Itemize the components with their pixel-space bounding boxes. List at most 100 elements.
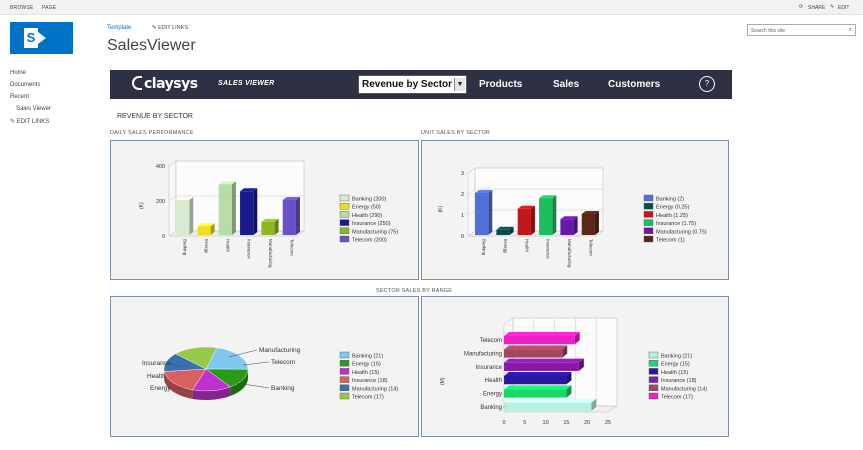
- bar-top: [218, 181, 236, 185]
- legend-label: Banking (21): [352, 354, 383, 360]
- bar-top: [504, 358, 584, 363]
- legend-label: Insurance (250): [352, 221, 391, 227]
- bar: [282, 200, 296, 235]
- sector-pie-chart: Manufacturing Insurance Telecom Health Energ…: [142, 346, 398, 401]
- edit-links-top[interactable]: ✎ EDIT LINKS: [152, 25, 188, 31]
- bar-top: [504, 385, 572, 390]
- legend-label: Health (15): [352, 370, 379, 376]
- y-tick-label: 400: [156, 164, 165, 170]
- edit-button[interactable]: EDIT: [838, 5, 850, 11]
- report-select[interactable]: Revenue by Sector ▼: [358, 75, 467, 94]
- bar: [581, 214, 595, 235]
- side-wall: [467, 167, 476, 237]
- gridline: [467, 167, 476, 174]
- back-wall: [474, 167, 604, 232]
- nav-edit-links[interactable]: ✎ EDIT LINKS: [10, 119, 50, 125]
- pie-leader-line: [242, 361, 270, 366]
- panel-title-daily: DAILY SALES PERFORMANCE: [110, 130, 194, 136]
- bar: [504, 349, 563, 358]
- bar-side: [253, 188, 258, 235]
- bar-top: [504, 372, 572, 376]
- x-tick-label: 25: [605, 420, 611, 426]
- bar: [504, 389, 567, 398]
- sharepoint-logo[interactable]: S: [10, 22, 73, 54]
- help-button[interactable]: ?: [699, 76, 715, 92]
- chart-panel-range: 0 5 10 15 20 25 (M) Telecom Manufacturing Insuran…: [421, 296, 729, 437]
- nav-sales[interactable]: Sales: [553, 79, 580, 90]
- legend-swatch: [339, 368, 350, 375]
- pie-leader-line: [172, 375, 175, 378]
- bar-side: [552, 195, 557, 235]
- legend-label: Health (15): [661, 370, 688, 376]
- bar-side: [530, 205, 535, 235]
- x-tick-label: Telecom: [588, 239, 593, 256]
- legend-swatch: [648, 360, 659, 367]
- legend-label: Energy (15): [661, 362, 690, 368]
- legend-label: Manufacturing (14): [661, 386, 707, 392]
- x-tick-label: 0: [502, 420, 505, 426]
- legend-label: Telecom (1): [656, 238, 685, 244]
- pie-label: Telecom: [271, 359, 295, 366]
- bar-side: [566, 372, 572, 385]
- y-tick-label: 200: [156, 199, 165, 205]
- nav-item-home[interactable]: Home: [10, 70, 27, 76]
- bar: [504, 402, 592, 411]
- legend-label: Telecom (200): [352, 238, 387, 244]
- y-tick-label: Insurance: [476, 365, 503, 371]
- bar: [240, 191, 254, 235]
- share-button[interactable]: SHARE: [808, 5, 826, 11]
- search-placeholder: Search this site: [751, 28, 786, 34]
- nav-item-recent[interactable]: Recent: [10, 94, 30, 100]
- bar-top: [261, 218, 279, 222]
- legend-swatch: [339, 384, 350, 392]
- legend-swatch: [643, 235, 654, 243]
- nav-customers[interactable]: Customers: [608, 79, 661, 90]
- claysys-logo[interactable]: claysys: [132, 76, 198, 92]
- y-tick-label: Telecom: [480, 338, 502, 344]
- bar-side: [574, 332, 580, 345]
- daily-sales-chart: 0 200 400 (K) Banking Energy Health Insurance Ma…: [139, 160, 398, 268]
- legend-swatch: [648, 368, 659, 375]
- bar-top: [240, 188, 258, 192]
- x-tick-label: Insurance: [247, 239, 252, 259]
- legend-label: Telecom (17): [352, 395, 384, 401]
- nav-item-documents[interactable]: Documents: [10, 82, 41, 88]
- bar: [475, 193, 489, 235]
- tab-page[interactable]: PAGE: [42, 5, 57, 11]
- panel-title-unit: UNIT SALES BY SECTOR: [421, 130, 491, 136]
- legend-label: Energy (15): [352, 362, 381, 368]
- x-tick-label: 10: [543, 420, 549, 426]
- legend-swatch: [648, 376, 659, 383]
- tab-browse[interactable]: BROWSE: [10, 5, 34, 11]
- share-icon[interactable]: ⟳: [799, 4, 804, 10]
- y-tick-label: Banking: [480, 405, 502, 411]
- legend-label: Energy (50): [352, 205, 381, 211]
- search-icon[interactable]: ⌕: [848, 27, 852, 33]
- pencil-icon[interactable]: ✎: [830, 4, 835, 10]
- x-tick-label: Insurance: [546, 239, 551, 259]
- bar-side: [509, 226, 514, 235]
- bar-top: [496, 226, 514, 230]
- arrow-icon: [38, 32, 46, 44]
- pie-label: Banking: [271, 385, 295, 392]
- search-input[interactable]: Search this site ⌕: [747, 24, 856, 36]
- legend-swatch: [643, 203, 654, 210]
- bar: [539, 198, 553, 235]
- legend-swatch: [643, 194, 654, 202]
- y-axis-label: (K): [438, 206, 444, 213]
- x-tick-label: 5: [523, 420, 526, 426]
- bar: [496, 229, 510, 235]
- y-axis-label: (M): [440, 377, 446, 385]
- legend-label: Insurance (1.75): [656, 221, 696, 227]
- app-banner: claysys SALES VIEWER Revenue by Sector ▼…: [110, 70, 732, 99]
- x-tick-label: Energy: [204, 239, 209, 254]
- nav-item-sales-viewer[interactable]: Sales Viewer: [16, 106, 51, 112]
- gridline: [168, 160, 177, 167]
- breadcrumb[interactable]: Template: [107, 25, 132, 31]
- legend-label: Energy (0.25): [656, 205, 689, 211]
- chevron-down-icon[interactable]: ▼: [454, 78, 465, 91]
- chart-panel-pie: Manufacturing Insurance Telecom Health Energ…: [110, 296, 419, 437]
- gridline: [467, 188, 476, 195]
- nav-products[interactable]: Products: [479, 79, 523, 90]
- bar-side: [488, 190, 493, 235]
